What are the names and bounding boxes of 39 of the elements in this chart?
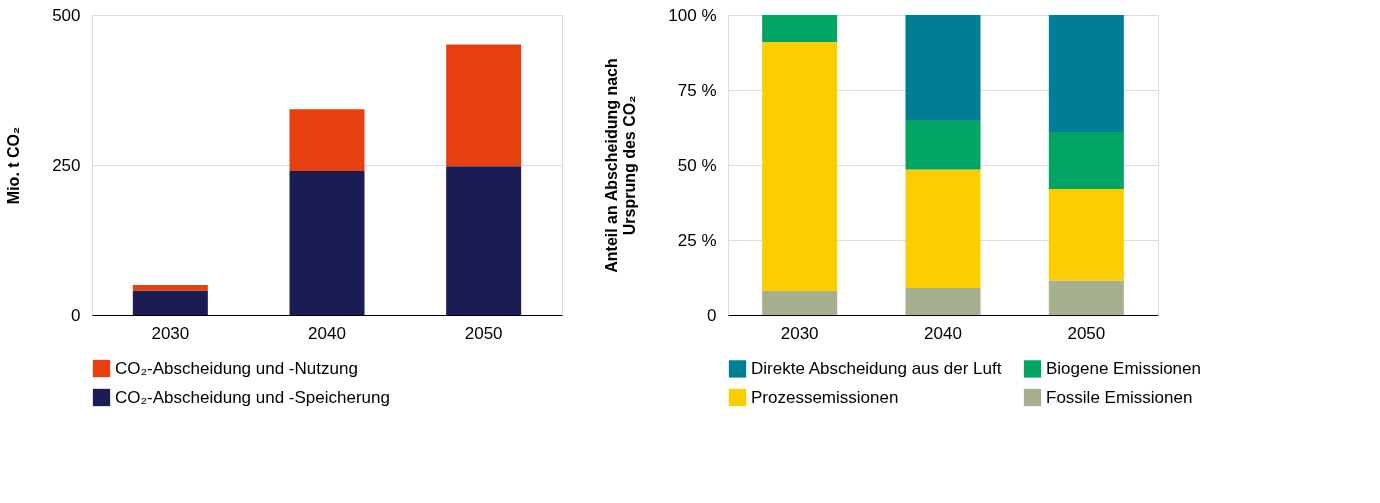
bar [762, 291, 838, 315]
x-tick-label: 2040 [924, 323, 962, 343]
bar [762, 15, 838, 42]
bar [289, 171, 365, 315]
bar [289, 109, 365, 171]
legend-label: CO₂-Abscheidung und -Speicherung [115, 387, 390, 407]
x-tick-label: 2050 [464, 323, 503, 343]
y-tick-label: 100 % [668, 5, 717, 25]
bar [1048, 189, 1124, 281]
y-tick-label: 500 [52, 5, 81, 25]
legend-label: CO₂-Abscheidung und -Nutzung [115, 358, 358, 378]
bar [905, 120, 981, 170]
y-tick-label: 0 [71, 305, 81, 325]
y-axis-title: Anteil an Abscheidung nach Ursprung des CO₂ [603, 58, 639, 273]
x-tick-label: 2030 [780, 323, 819, 343]
y-tick-label: 0 [707, 305, 717, 325]
bar [1048, 132, 1124, 189]
x-tick-label: 2040 [308, 323, 346, 343]
y-tick-label: 50 % [677, 155, 717, 175]
y-tick-label: 25 % [677, 230, 717, 250]
bar [905, 288, 981, 315]
legend-label: Biogene Emissionen [1046, 358, 1201, 378]
bar [1048, 280, 1124, 315]
x-tick-label: 2030 [151, 323, 190, 343]
y-tick-label: 75 % [677, 80, 717, 100]
bar [446, 166, 522, 315]
y-tick-label: 250 [52, 155, 81, 175]
bar [905, 169, 981, 288]
x-tick-label: 2050 [1067, 323, 1106, 343]
bar [762, 42, 838, 291]
bar [132, 285, 208, 291]
bar [446, 44, 522, 167]
bar [905, 15, 981, 120]
legend-label: Prozessemissionen [751, 387, 899, 407]
bar [1048, 15, 1124, 132]
bar [132, 290, 208, 315]
legend-label: Fossile Emissionen [1046, 387, 1193, 407]
legend-label: Direkte Abscheidung aus der Luft [751, 358, 1002, 378]
y-axis-title: Mio. t CO₂ [5, 126, 23, 205]
